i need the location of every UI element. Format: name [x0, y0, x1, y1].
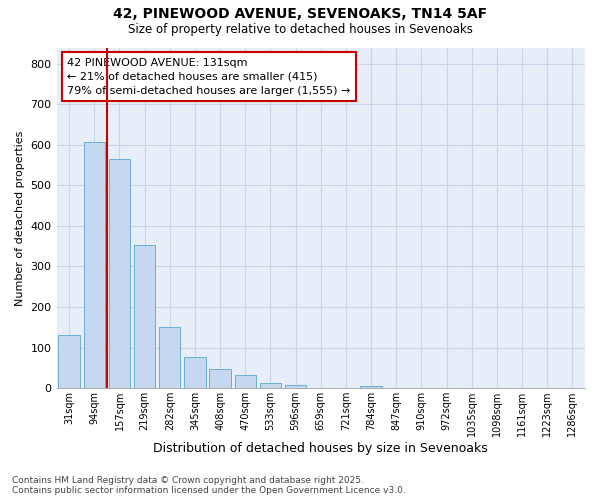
- Text: 42, PINEWOOD AVENUE, SEVENOAKS, TN14 5AF: 42, PINEWOOD AVENUE, SEVENOAKS, TN14 5AF: [113, 8, 487, 22]
- Bar: [209, 369, 231, 388]
- Text: Contains HM Land Registry data © Crown copyright and database right 2025.
Contai: Contains HM Land Registry data © Crown c…: [12, 476, 406, 495]
- Text: Size of property relative to detached houses in Sevenoaks: Size of property relative to detached ho…: [128, 22, 472, 36]
- Bar: [361, 386, 382, 388]
- Text: 42 PINEWOOD AVENUE: 131sqm
← 21% of detached houses are smaller (415)
79% of sem: 42 PINEWOOD AVENUE: 131sqm ← 21% of deta…: [67, 58, 350, 96]
- Bar: [83, 142, 105, 388]
- Bar: [184, 357, 206, 388]
- Bar: [134, 246, 155, 388]
- Bar: [159, 328, 181, 388]
- Bar: [109, 159, 130, 388]
- Bar: [260, 383, 281, 388]
- Bar: [58, 336, 80, 388]
- Bar: [285, 386, 307, 388]
- Bar: [235, 375, 256, 388]
- X-axis label: Distribution of detached houses by size in Sevenoaks: Distribution of detached houses by size …: [154, 442, 488, 455]
- Y-axis label: Number of detached properties: Number of detached properties: [15, 130, 25, 306]
